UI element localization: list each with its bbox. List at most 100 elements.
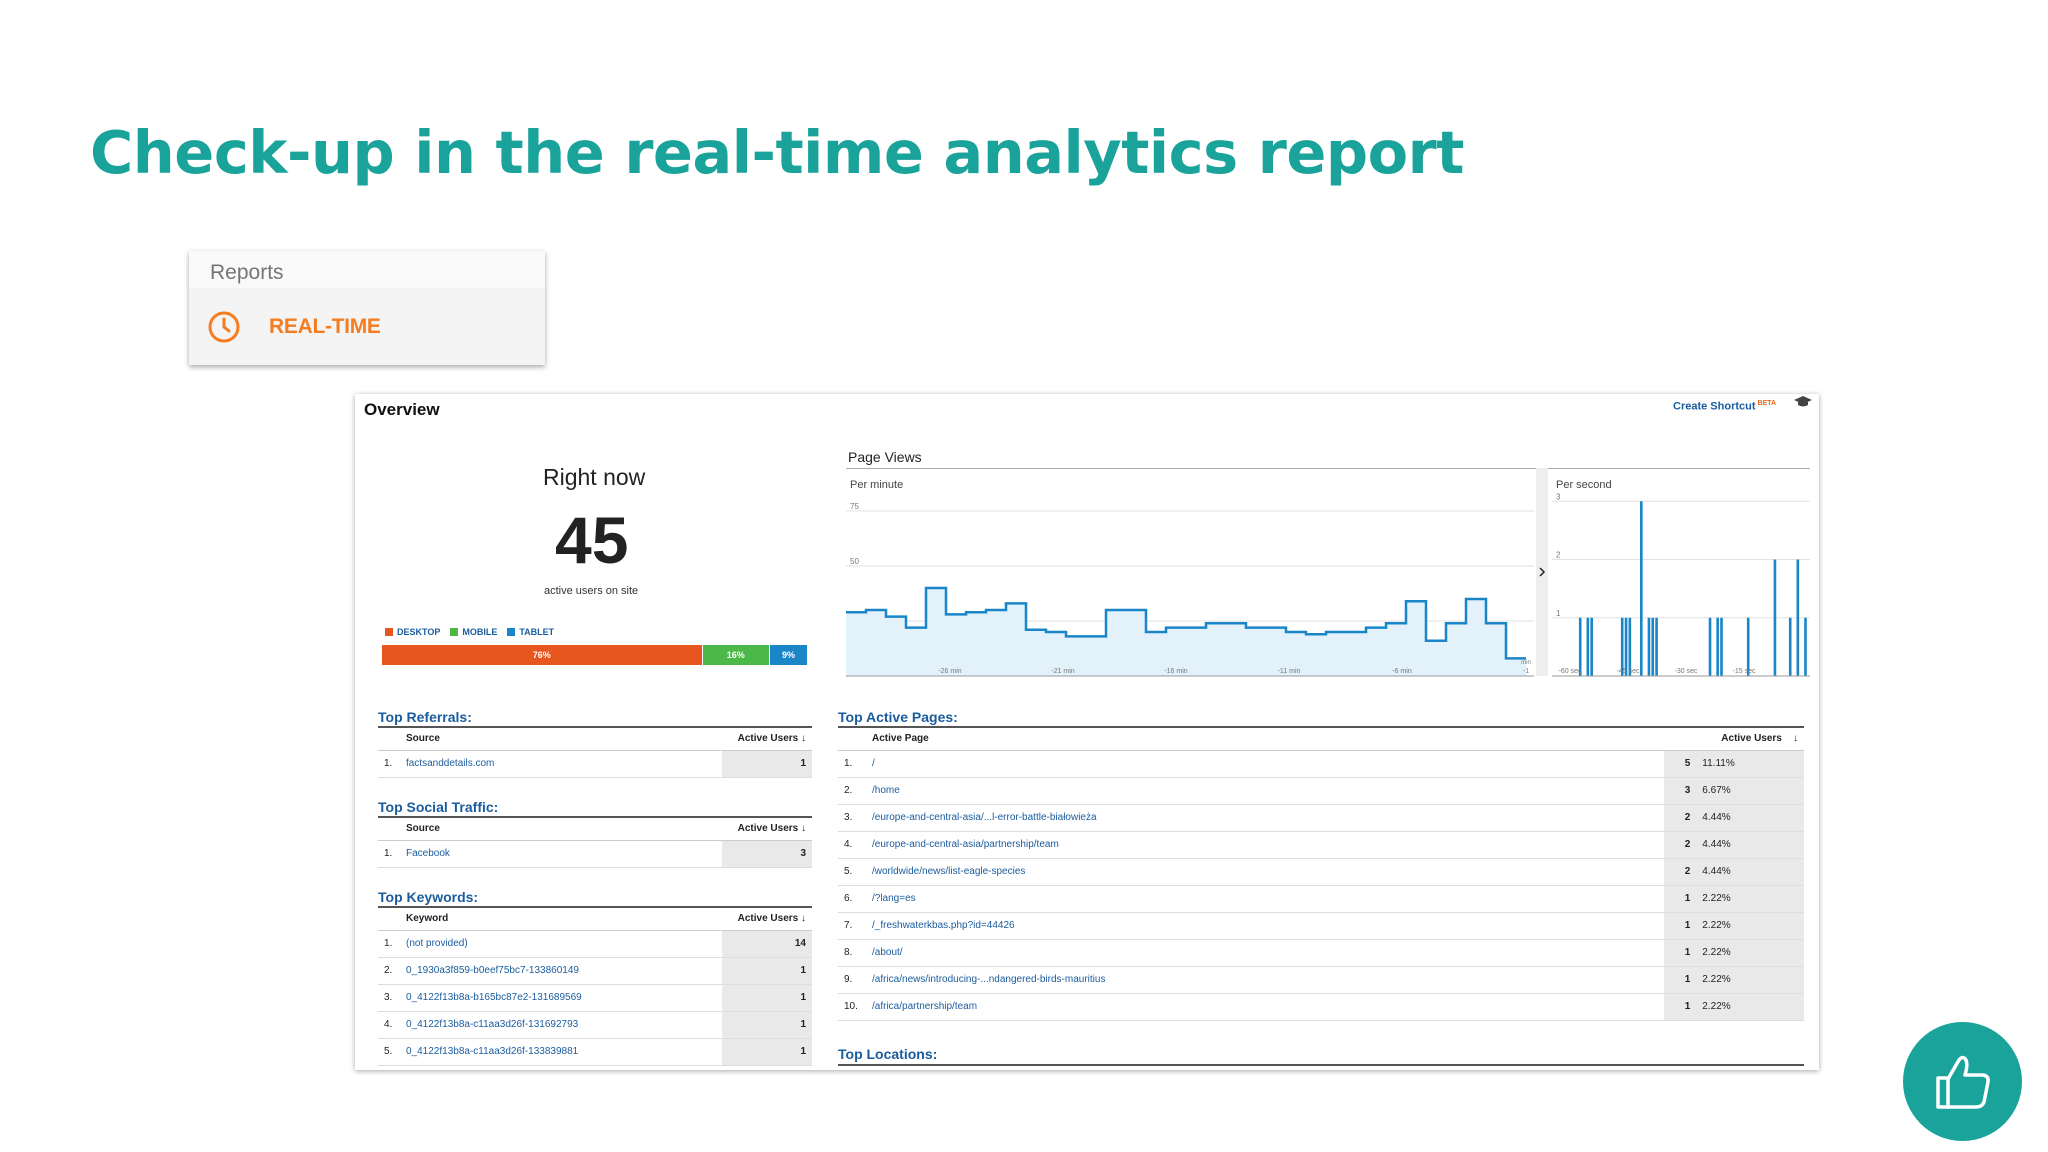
row-active-users: 3	[722, 840, 812, 868]
second-bar	[1720, 617, 1723, 676]
second-bar	[1651, 617, 1655, 676]
row-active-users: 2	[1664, 858, 1697, 886]
table-row: 5./worldwide/news/list-eagle-species 2 4.4…	[838, 858, 1804, 886]
legend-swatch	[385, 628, 393, 636]
minute-series-line	[846, 586, 1526, 660]
second-bar	[1788, 617, 1792, 676]
row-page-link[interactable]: /africa/news/introducing-...ndangered-bi…	[866, 966, 1664, 994]
source-header[interactable]: Source	[400, 726, 722, 751]
row-page-link[interactable]: /about/	[866, 939, 1664, 967]
row-link[interactable]: Facebook	[400, 840, 722, 868]
row-link[interactable]: 0_4122f13b8a-c11aa3d26f-131692793	[400, 1011, 722, 1039]
row-page-link[interactable]: /europe-and-central-asia/partnership/tea…	[866, 831, 1664, 859]
second-bar	[1628, 617, 1632, 676]
second-bar	[1716, 617, 1719, 676]
row-link[interactable]: 0_4122f13b8a-c11aa3d26f-133839881	[400, 1038, 722, 1066]
reports-header: Reports	[189, 251, 545, 288]
second-bar	[1578, 617, 1582, 676]
active-users-header[interactable]: Active Users ↓	[1664, 726, 1804, 751]
row-link[interactable]: 0_1930a3f859-b0eef75bc7-133860149	[400, 957, 722, 985]
thumbs-up-button[interactable]	[1903, 1022, 2022, 1141]
keyword-header[interactable]: Keyword	[400, 906, 722, 931]
legend-label: MOBILE	[462, 627, 498, 637]
table-row: 2./home 3 6.67%	[838, 777, 1804, 805]
row-percent: 4.44%	[1696, 858, 1804, 886]
row-page-link[interactable]: /worldwide/news/list-eagle-species	[866, 858, 1664, 886]
row-page-link[interactable]: /europe-and-central-asia/...l-error-batt…	[866, 804, 1664, 832]
row-rank: 8.	[838, 939, 866, 967]
page-views-title: Page Views	[848, 449, 922, 465]
legend-item-mobile: MOBILE	[450, 627, 497, 637]
row-active-users: 2	[1664, 831, 1697, 859]
active-users-count: 45	[555, 503, 629, 577]
minute-y-tick: 50	[850, 557, 859, 566]
row-page-link[interactable]: /	[866, 750, 1664, 778]
per-minute-label: Per minute	[850, 479, 903, 491]
nav-item-real-time[interactable]: REAL-TIME	[189, 288, 545, 365]
second-y-tick: 3	[1556, 492, 1561, 501]
row-link[interactable]: 0_4122f13b8a-b165bc87e2-131689569	[400, 984, 722, 1012]
table-row: 5. 0_4122f13b8a-c11aa3d26f-133839881 1	[378, 1038, 812, 1066]
row-percent: 2.22%	[1696, 939, 1804, 967]
row-active-users: 1	[1664, 939, 1697, 967]
create-shortcut-link[interactable]: Create Shortcut BETA	[1673, 400, 1776, 413]
top-keywords-table: Keyword Active Users ↓ 1. (not provided) 1…	[378, 906, 812, 1066]
row-page-link[interactable]: /home	[866, 777, 1664, 805]
chevron-right-icon	[1539, 567, 1546, 577]
source-header[interactable]: Source	[400, 816, 722, 841]
top-social-title: Top Social Traffic:	[378, 799, 499, 815]
top-keywords-title: Top Keywords:	[378, 889, 479, 905]
row-rank: 3.	[378, 984, 400, 1012]
row-active-users: 1	[1664, 966, 1697, 994]
row-percent: 2.22%	[1696, 966, 1804, 994]
row-percent: 4.44%	[1696, 804, 1804, 832]
legend-item-tablet: TABLET	[507, 627, 554, 637]
row-rank: 2.	[838, 777, 866, 805]
minute-x-tick: -6 min	[1392, 668, 1412, 675]
row-page-link[interactable]: /africa/partnership/team	[866, 993, 1664, 1021]
minute-x-tick: -1	[1523, 668, 1529, 675]
legend-swatch	[507, 628, 516, 636]
chart-splitter[interactable]	[1536, 468, 1548, 676]
row-link[interactable]: (not provided)	[400, 930, 722, 958]
thumbs-up-icon	[1935, 1055, 1990, 1109]
active-users-header-label: Active Users	[737, 913, 799, 925]
top-referrals-table: Source Active Users ↓ 1. factsanddetails.…	[378, 726, 812, 778]
second-x-tick: -15 sec	[1733, 668, 1756, 675]
table-row: 6./?lang=es 1 2.22%	[838, 885, 1804, 913]
row-page-link[interactable]: /_freshwaterkbas.php?id=44426	[866, 912, 1664, 940]
rank-header	[378, 816, 400, 841]
legend-swatch	[450, 628, 459, 636]
overview-title: Overview	[364, 400, 440, 419]
active-page-header[interactable]: Active Page	[866, 726, 1664, 751]
row-rank: 9.	[838, 966, 866, 994]
device-segment-tablet: 9%	[770, 645, 808, 665]
row-rank: 5.	[378, 1038, 400, 1066]
top-locations-divider	[838, 1064, 1804, 1066]
row-active-users: 2	[1664, 804, 1697, 832]
second-bar	[1746, 617, 1750, 676]
row-rank: 5.	[838, 858, 866, 886]
rank-header	[378, 726, 400, 751]
second-x-tick: -30 sec	[1675, 668, 1698, 675]
row-active-users: 1	[722, 984, 812, 1012]
row-percent: 4.44%	[1696, 831, 1804, 859]
row-active-users: 1	[1664, 912, 1697, 940]
row-active-users: 5	[1664, 750, 1697, 778]
slide-title: Check-up in the real-time analytics repo…	[90, 118, 1464, 187]
page-views-chart: Per minute755025-26 min-21 min-16 min-11…	[846, 468, 1810, 677]
second-bar	[1796, 559, 1800, 676]
row-active-users: 1	[722, 750, 812, 778]
row-page-link[interactable]: /?lang=es	[866, 885, 1664, 913]
row-active-users: 3	[1664, 777, 1697, 805]
table-row: 3./europe-and-central-asia/...l-error-ba…	[838, 804, 1804, 832]
row-link[interactable]: factsanddetails.com	[400, 750, 722, 778]
second-y-tick: 2	[1556, 551, 1561, 560]
active-users-header[interactable]: Active Users ↓	[722, 726, 812, 751]
active-users-header[interactable]: Active Users ↓	[722, 816, 812, 841]
table-row: 1. (not provided) 14	[378, 930, 812, 958]
row-rank: 4.	[838, 831, 866, 859]
graduation-cap-icon[interactable]	[1793, 395, 1813, 409]
second-bar	[1624, 617, 1628, 676]
active-users-header[interactable]: Active Users ↓	[722, 906, 812, 931]
